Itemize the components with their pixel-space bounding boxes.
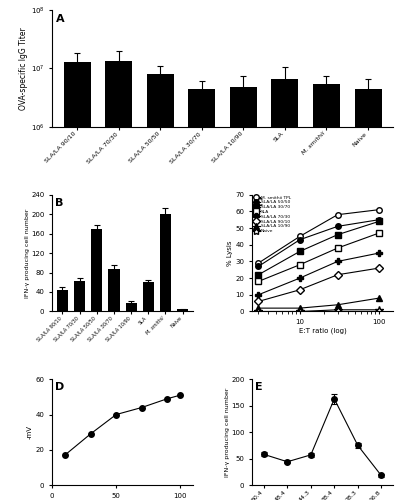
Line: SLA/LA 70/30: SLA/LA 70/30 [255, 250, 382, 298]
Bar [313, 84, 340, 500]
SLA/LA 90/10 [298, 287, 302, 293]
Naive [298, 308, 302, 314]
Y-axis label: IFN-γ producing cell number: IFN-γ producing cell number [24, 208, 30, 298]
M. smithii TPL [335, 212, 340, 218]
Line: SLA: SLA [255, 230, 382, 284]
SLA/LA 10/90 [256, 305, 261, 311]
Bar [147, 74, 174, 500]
Bar [74, 282, 85, 312]
SLA/LA 10/90 [335, 302, 340, 308]
SLA/LA 30/70 [335, 232, 340, 237]
SLA [256, 278, 261, 284]
SLA/LA 90/10 [377, 265, 381, 271]
Bar [271, 80, 298, 500]
Text: C: C [255, 198, 263, 208]
Naive [377, 307, 381, 313]
Line: SLA/LA 30/70: SLA/LA 30/70 [255, 218, 382, 278]
SLA/LA 50/50 [377, 216, 381, 222]
M. smithii TPL [377, 206, 381, 212]
Bar [160, 214, 171, 312]
SLA/LA 70/30 [377, 250, 381, 256]
SLA/LA 30/70 [298, 248, 302, 254]
X-axis label: E:T ratio (log): E:T ratio (log) [299, 328, 346, 334]
Bar [126, 302, 137, 312]
Text: D: D [55, 382, 64, 392]
M. smithii TPL [298, 234, 302, 239]
Line: SLA/LA 10/90: SLA/LA 10/90 [255, 296, 382, 311]
SLA/LA 50/50 [256, 264, 261, 270]
SLA [335, 245, 340, 251]
Y-axis label: IFN-γ producing cell number: IFN-γ producing cell number [225, 388, 230, 477]
Bar [91, 228, 102, 312]
SLA/LA 90/10 [335, 272, 340, 278]
Y-axis label: OVA-specific IgG Titer: OVA-specific IgG Titer [19, 27, 28, 110]
Line: SLA/LA 90/10: SLA/LA 90/10 [255, 266, 382, 304]
Text: A: A [55, 14, 64, 24]
Bar [188, 88, 215, 500]
Bar [230, 87, 257, 500]
Line: Naive: Naive [254, 306, 383, 316]
SLA/LA 70/30 [335, 258, 340, 264]
Line: M. smithii TPL: M. smithii TPL [255, 207, 382, 266]
Y-axis label: -mV: -mV [27, 425, 33, 439]
Bar [64, 62, 91, 500]
SLA/LA 90/10 [256, 298, 261, 304]
Line: SLA/LA 50/50: SLA/LA 50/50 [255, 217, 382, 269]
Bar [143, 282, 154, 312]
Bar [354, 88, 381, 500]
SLA/LA 30/70 [256, 272, 261, 278]
SLA/LA 50/50 [298, 236, 302, 242]
SLA/LA 70/30 [298, 275, 302, 281]
Naive [335, 307, 340, 313]
SLA/LA 70/30 [256, 292, 261, 298]
M. smithii TPL [256, 260, 261, 266]
Text: B: B [55, 198, 63, 208]
SLA/LA 10/90 [377, 295, 381, 301]
Bar [57, 290, 68, 312]
Text: E: E [255, 382, 263, 392]
SLA [298, 262, 302, 268]
Naive [256, 308, 261, 314]
SLA/LA 50/50 [335, 224, 340, 230]
Legend: M. smithii TPL, SLA/LA 50/50, SLA/LA 30/70, SLA, SLA/LA 70/30, SLA/LA 90/10, SLA: M. smithii TPL, SLA/LA 50/50, SLA/LA 30/… [253, 196, 291, 233]
SLA/LA 10/90 [298, 305, 302, 311]
Bar [105, 61, 132, 500]
SLA/LA 30/70 [377, 218, 381, 224]
SLA [377, 230, 381, 236]
Bar [108, 268, 119, 312]
Bar [177, 309, 188, 312]
Y-axis label: % Lysis: % Lysis [227, 240, 233, 266]
